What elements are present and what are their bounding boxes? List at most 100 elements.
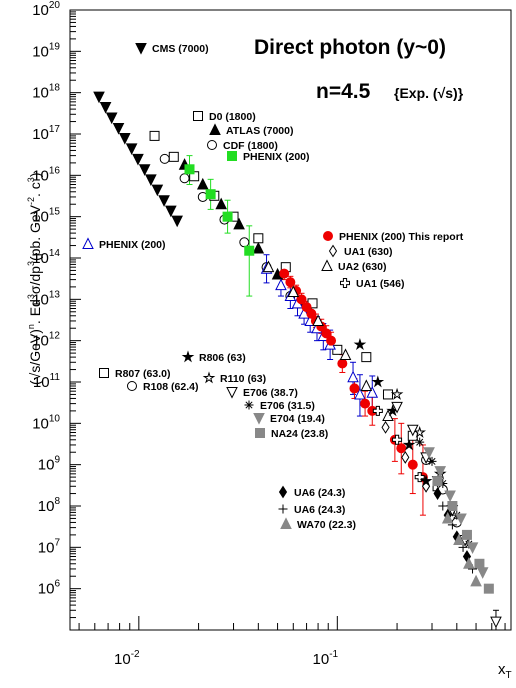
data-point	[438, 479, 448, 489]
data-point	[455, 513, 467, 526]
legend-label: R807 (63.0)	[115, 368, 170, 380]
data-point	[337, 358, 348, 369]
data-point	[306, 308, 317, 319]
data-point	[382, 409, 394, 422]
y-tick-label: 108	[38, 496, 61, 515]
y-tick-label: 1020	[32, 0, 60, 19]
data-point	[406, 424, 419, 437]
data-point	[125, 143, 138, 155]
chart-title: Direct photon (y~0)	[254, 36, 446, 59]
data-point	[222, 211, 233, 222]
data-point	[349, 383, 360, 394]
data-point	[444, 490, 456, 503]
data-point	[93, 91, 105, 104]
data-point	[415, 437, 425, 447]
data-point	[151, 184, 164, 197]
data-point	[461, 529, 472, 540]
data-point	[262, 260, 275, 273]
tick-labels: 106 107 108 109 1010 1011 1012 1013 1014 1015 1016…	[32, 0, 338, 668]
legend-label: E706 (31.5)	[260, 400, 315, 412]
data-point	[105, 112, 118, 125]
legend-label: D0 (1800)	[209, 111, 256, 123]
legend-label: NA24 (23.8)	[271, 428, 328, 440]
y-tick-label: 107	[38, 537, 61, 556]
data-point	[470, 574, 482, 587]
data-point	[285, 277, 296, 288]
data-point	[196, 177, 209, 190]
legend-marker	[209, 123, 221, 135]
legend-marker	[99, 368, 109, 378]
data-point	[145, 174, 157, 186]
legend-label: PHENIX (200)	[99, 239, 166, 251]
data-point	[476, 567, 489, 579]
y-axis-title: (√s/GeV)n. Ed3σ/dp3(pb. GeV-2. c3)	[26, 173, 43, 386]
data-point	[138, 164, 151, 176]
data-point	[326, 335, 337, 346]
legend-marker	[253, 413, 265, 425]
data-point	[239, 237, 250, 248]
legend-label: CDF (1800)	[223, 140, 278, 152]
legend-marker	[227, 151, 237, 161]
y-tick-label: 1015	[32, 207, 60, 226]
y-tick-label: 1019	[32, 41, 60, 60]
legend-marker	[321, 259, 333, 271]
legend-marker	[340, 278, 350, 288]
data-point	[165, 205, 177, 218]
legend-label: UA1 (546)	[356, 278, 404, 290]
data-point	[321, 328, 332, 339]
legend-marker	[193, 111, 203, 121]
plot-frame	[69, 9, 512, 631]
legend-label: R806 (63)	[199, 352, 246, 364]
data-point	[233, 217, 245, 230]
legend-label: UA1 (630)	[344, 246, 392, 258]
data-point	[490, 616, 502, 629]
legend-marker	[82, 237, 94, 249]
chart-subtitle-note: {Exp. (√s)}	[394, 85, 464, 101]
data-point	[112, 122, 125, 135]
data-point	[434, 466, 447, 478]
data-point	[215, 197, 228, 210]
data-point	[447, 501, 458, 511]
data-point	[360, 379, 373, 392]
data-point	[179, 173, 190, 184]
data-point	[332, 344, 343, 355]
data-point	[371, 375, 385, 388]
data-point	[366, 386, 379, 398]
y-tick-label: 106	[38, 579, 61, 598]
data-point	[244, 245, 255, 256]
legend-marker	[278, 485, 288, 499]
data-point	[354, 387, 366, 400]
legend-marker	[280, 517, 292, 529]
data-point	[99, 102, 112, 114]
legend-marker	[226, 387, 238, 399]
data-point	[382, 389, 393, 400]
data-point	[252, 241, 265, 254]
data-point	[432, 476, 443, 487]
legend-marker	[278, 504, 288, 514]
data-point	[401, 450, 410, 464]
data-point	[296, 294, 307, 305]
legend-label: ATLAS (7000)	[226, 125, 294, 137]
data-point	[392, 434, 403, 445]
data-point	[158, 195, 170, 207]
data-point	[391, 401, 403, 414]
x-tick-label: 10-2	[114, 649, 140, 668]
y-tick-label: 1012	[32, 331, 60, 350]
legend-marker	[127, 381, 137, 391]
legend-label: R110 (63)	[220, 373, 266, 385]
data-point	[279, 268, 290, 279]
data-point	[168, 151, 179, 162]
y-tick-label: 1011	[33, 372, 61, 391]
data-point	[438, 501, 448, 511]
data-point	[483, 583, 494, 594]
data-point	[301, 302, 312, 313]
data-point	[149, 130, 160, 141]
y-tick-label: 1017	[32, 124, 60, 143]
x-axis-title: xT	[498, 661, 512, 681]
legend-label: E706 (38.7)	[243, 387, 298, 399]
data-point	[205, 189, 216, 200]
legend-marker	[135, 43, 147, 55]
data-point	[474, 558, 485, 569]
y-tick-label: 1016	[32, 165, 60, 184]
data-point	[171, 215, 183, 228]
